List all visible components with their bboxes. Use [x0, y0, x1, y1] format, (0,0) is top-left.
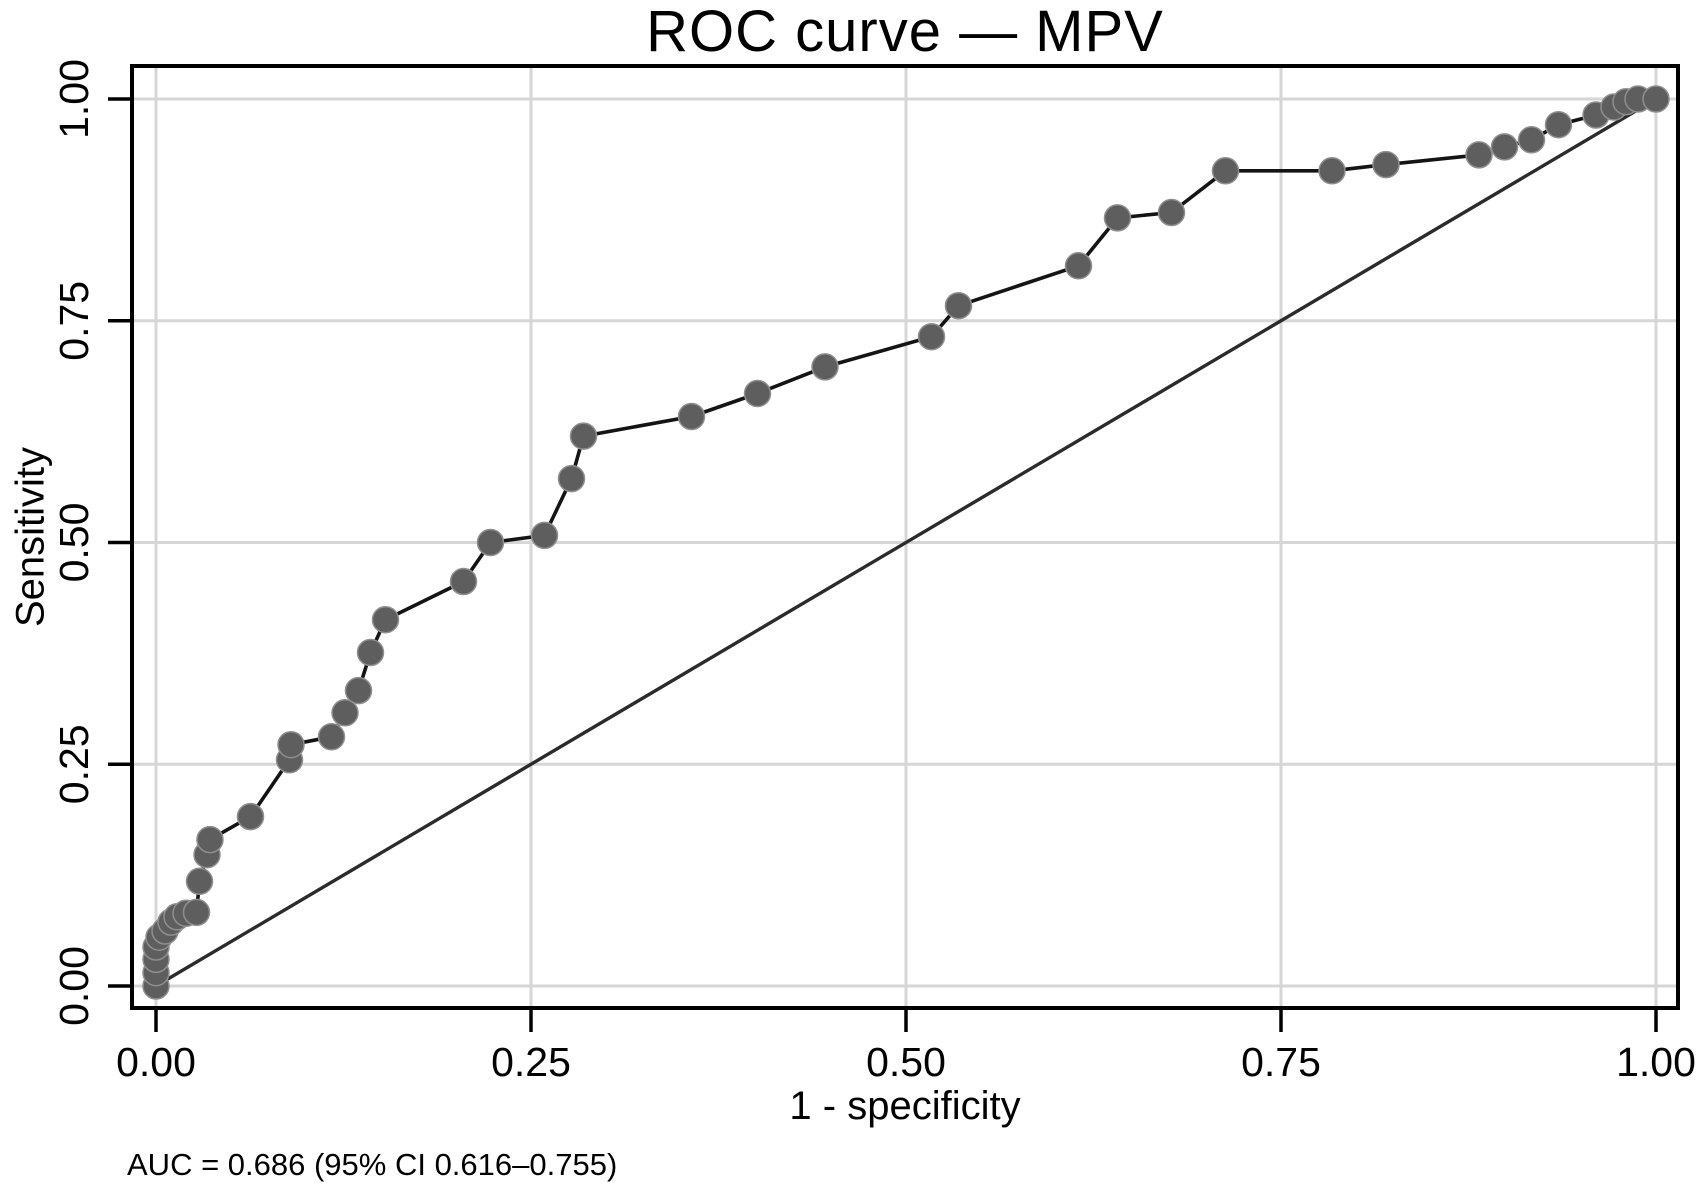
- data-point: [530, 521, 559, 550]
- data-point: [449, 567, 478, 596]
- auc-annotation: AUC = 0.686 (95% CI 0.616–0.755): [127, 1147, 618, 1182]
- data-point: [356, 638, 385, 667]
- x-tick-label: 1.00: [1616, 1039, 1696, 1085]
- data-point: [743, 379, 772, 408]
- y-tick-label: 0.25: [51, 724, 97, 804]
- data-point: [569, 422, 598, 450]
- data-point: [1517, 126, 1546, 154]
- x-tick-label: 0.00: [116, 1039, 196, 1085]
- data-point: [557, 464, 586, 493]
- data-point: [944, 291, 973, 320]
- data-point: [1490, 133, 1519, 161]
- data-point: [236, 802, 265, 831]
- reference-diagonal-line: [154, 97, 1658, 988]
- x-tick-label: 0.75: [1241, 1039, 1321, 1085]
- x-tick-label: 0.25: [491, 1039, 571, 1085]
- x-tick-label: 0.50: [866, 1039, 946, 1085]
- data-point: [1211, 157, 1240, 185]
- data-point: [1103, 204, 1132, 232]
- data-point: [1318, 157, 1346, 185]
- y-tick-label: 1.00: [51, 59, 97, 139]
- data-point: [277, 730, 305, 759]
- data-point: [1465, 141, 1493, 169]
- data-point: [811, 353, 839, 381]
- data-point: [185, 867, 214, 896]
- x-axis-title: 1 - specificity: [789, 1084, 1021, 1128]
- y-tick-label: 0.00: [51, 946, 97, 1026]
- y-tick-label: 0.75: [51, 281, 97, 361]
- data-point: [1642, 85, 1670, 113]
- data-point: [1157, 198, 1186, 227]
- data-point: [196, 825, 224, 854]
- data-point: [182, 898, 211, 927]
- panel-border: [130, 64, 1680, 1010]
- chart-title: ROC curve — MPV: [646, 0, 1164, 64]
- data-point: [1064, 252, 1093, 280]
- data-point: [917, 322, 946, 351]
- data-point: [1544, 110, 1573, 139]
- data-point: [677, 402, 706, 431]
- data-point: [344, 676, 373, 705]
- data-point: [331, 699, 359, 727]
- data-point: [476, 528, 505, 557]
- data-point: [317, 723, 346, 751]
- data-point: [371, 605, 400, 634]
- data-point: [1372, 150, 1400, 179]
- y-tick-label: 0.50: [51, 503, 97, 583]
